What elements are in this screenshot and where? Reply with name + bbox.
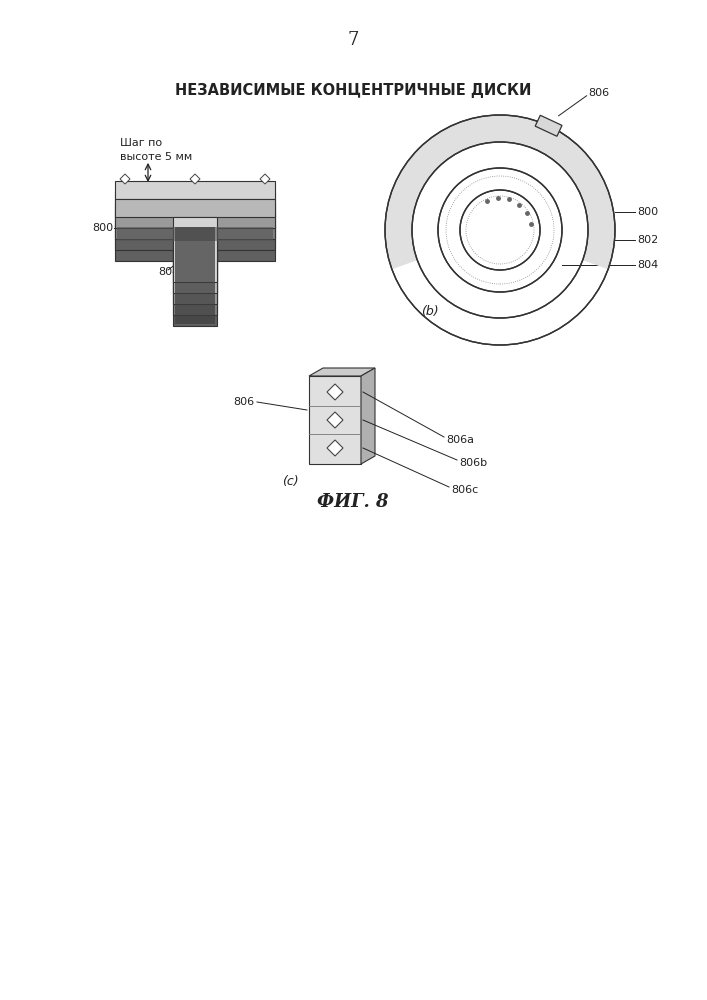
Polygon shape: [327, 440, 343, 456]
Polygon shape: [361, 368, 375, 464]
Polygon shape: [260, 174, 270, 184]
Text: 804: 804: [637, 260, 658, 270]
Bar: [173, 261, 217, 326]
Text: 800: 800: [92, 223, 113, 233]
Text: ФИГ. 8: ФИГ. 8: [317, 493, 389, 511]
Bar: [117, 227, 273, 241]
Text: 802: 802: [140, 243, 161, 253]
Bar: [115, 199, 275, 217]
Polygon shape: [309, 368, 375, 376]
Text: 802: 802: [637, 235, 658, 245]
Bar: [115, 232, 275, 250]
Text: (b): (b): [421, 306, 439, 318]
Bar: [173, 228, 217, 293]
Text: Шаг по
высоте 5 мм: Шаг по высоте 5 мм: [120, 138, 192, 162]
Bar: [175, 227, 215, 324]
Bar: [115, 203, 275, 221]
Text: НЕЗАВИСИМЫЕ КОНЦЕНТРИЧНЫЕ ДИСКИ: НЕЗАВИСИМЫЕ КОНЦЕНТРИЧНЫЕ ДИСКИ: [175, 83, 531, 98]
Bar: [115, 192, 275, 210]
Bar: [173, 250, 217, 315]
Text: 806: 806: [233, 397, 254, 407]
Text: 7: 7: [347, 31, 358, 49]
Text: 806a: 806a: [446, 435, 474, 445]
Text: (a): (a): [187, 306, 204, 318]
Bar: [309, 376, 361, 464]
Bar: [115, 221, 275, 239]
Text: 806b: 806b: [459, 458, 487, 468]
Text: 806c: 806c: [451, 485, 478, 495]
Wedge shape: [385, 115, 615, 269]
Bar: [115, 225, 275, 243]
Polygon shape: [190, 174, 200, 184]
Text: 804: 804: [158, 267, 180, 277]
Polygon shape: [120, 174, 130, 184]
Polygon shape: [327, 384, 343, 400]
Bar: [115, 214, 275, 232]
Bar: [115, 243, 275, 261]
Text: 806: 806: [589, 88, 609, 98]
Polygon shape: [535, 115, 562, 136]
Polygon shape: [327, 412, 343, 428]
Bar: [115, 210, 275, 228]
Text: 800: 800: [637, 207, 658, 217]
Bar: [115, 181, 275, 199]
Bar: [173, 217, 217, 282]
Bar: [173, 239, 217, 304]
Text: (c): (c): [281, 476, 298, 488]
